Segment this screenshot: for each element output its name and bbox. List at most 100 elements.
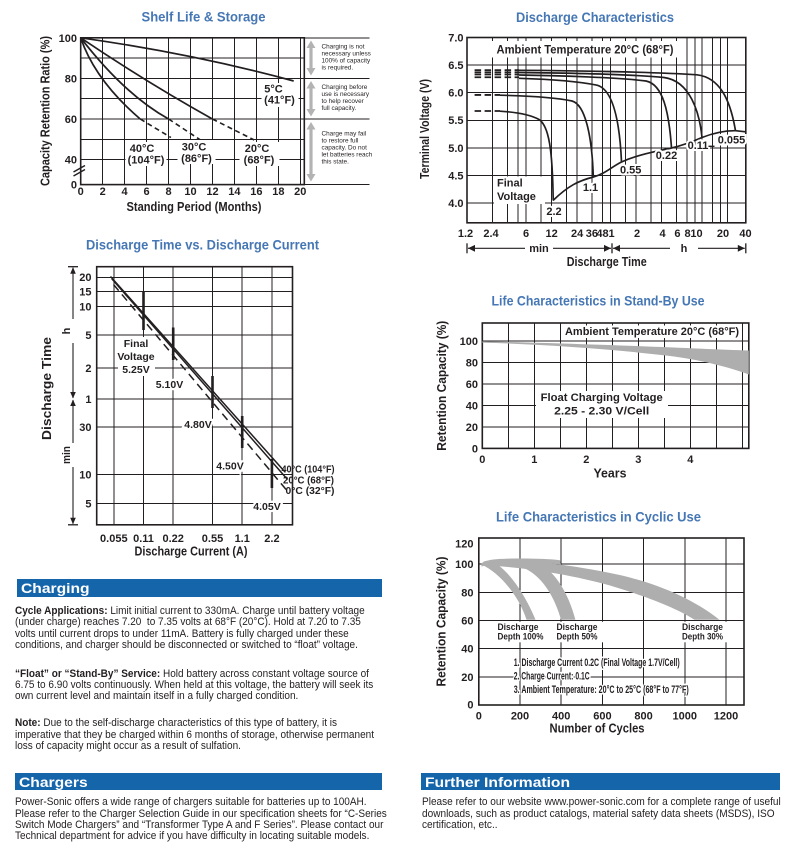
svg-text:10: 10 (184, 186, 196, 198)
svg-text:4: 4 (687, 454, 694, 466)
svg-text:Discharge Current (A): Discharge Current (A) (135, 545, 248, 559)
svg-text:Ambient Temperature 20°C (68°F: Ambient Temperature 20°C (68°F) (497, 45, 674, 57)
svg-text:1: 1 (531, 454, 537, 466)
svg-text:0.11: 0.11 (688, 140, 709, 152)
svg-text:36: 36 (586, 228, 598, 240)
svg-text:40: 40 (466, 401, 478, 413)
svg-text:120: 120 (455, 539, 473, 551)
svg-text:800: 800 (634, 711, 652, 723)
svg-text:6: 6 (523, 228, 529, 240)
svg-text:2.4: 2.4 (483, 228, 499, 240)
svg-text:0: 0 (472, 443, 478, 455)
svg-text:40: 40 (461, 644, 473, 656)
svg-text:to restore full: to restore full (322, 138, 359, 145)
svg-text:necessary unless: necessary unless (322, 51, 371, 58)
svg-text:60: 60 (461, 616, 473, 628)
svg-text:100: 100 (460, 336, 478, 348)
svg-text:use is necessary: use is necessary (322, 91, 370, 98)
svg-text:(104°F): (104°F) (128, 155, 165, 167)
svg-text:30°C: 30°C (182, 142, 207, 154)
svg-text:4: 4 (122, 186, 129, 198)
svg-text:Final: Final (497, 178, 523, 190)
svg-text:80: 80 (65, 73, 77, 85)
svg-text:Discharge Time vs. Discharge C: Discharge Time vs. Discharge Current (86, 237, 319, 253)
svg-text:20: 20 (294, 186, 306, 198)
svg-text:0: 0 (476, 711, 482, 723)
svg-text:100: 100 (59, 33, 77, 45)
svg-text:4.5: 4.5 (448, 170, 463, 182)
svg-text:full capacity.: full capacity. (322, 105, 357, 112)
svg-text:2: 2 (634, 228, 640, 240)
svg-text:min: min (61, 446, 73, 464)
svg-text:Number of Cycles: Number of Cycles (550, 722, 645, 736)
svg-text:0.055: 0.055 (718, 134, 746, 146)
svg-text:20: 20 (717, 228, 729, 240)
svg-text:80: 80 (461, 587, 473, 599)
svg-text:2. Charge Current: 0.1C: 2. Charge Current: 0.1C (514, 671, 590, 683)
svg-text:20: 20 (461, 672, 473, 684)
svg-text:2.2: 2.2 (264, 533, 279, 545)
svg-text:2: 2 (100, 186, 106, 198)
svg-text:Life Characteristics in Cyclic: Life Characteristics in Cyclic Use (496, 509, 701, 525)
svg-text:0.22: 0.22 (163, 533, 184, 545)
svg-text:4.50V: 4.50V (216, 461, 243, 473)
svg-text:2.2: 2.2 (546, 206, 561, 218)
svg-text:0: 0 (71, 180, 77, 192)
svg-text:Depth 30%: Depth 30% (682, 632, 723, 642)
svg-text:6: 6 (674, 228, 680, 240)
svg-text:15: 15 (79, 286, 91, 298)
svg-text:Depth 100%: Depth 100% (498, 632, 544, 642)
svg-text:Final: Final (124, 338, 149, 350)
svg-text:0.55: 0.55 (620, 165, 641, 177)
svg-text:let batteries reach: let batteries reach (322, 152, 373, 159)
svg-text:100: 100 (455, 559, 473, 571)
svg-text:Discharge Characteristics: Discharge Characteristics (516, 9, 674, 25)
svg-text:24: 24 (571, 228, 584, 240)
svg-text:2: 2 (85, 363, 91, 375)
svg-text:1. Discharge Current 0.2C (Fin: 1. Discharge Current 0.2C (Final Voltage… (514, 657, 680, 669)
svg-text:Shelf Life & Storage: Shelf Life & Storage (142, 9, 266, 25)
svg-text:10: 10 (690, 228, 702, 240)
svg-text:(86°F): (86°F) (181, 153, 212, 165)
svg-text:4.05V: 4.05V (253, 501, 280, 513)
svg-text:6.5: 6.5 (448, 60, 463, 72)
svg-text:Voltage: Voltage (117, 351, 154, 363)
svg-text:5: 5 (85, 498, 91, 510)
svg-text:4.80V: 4.80V (184, 419, 211, 431)
svg-text:0.055: 0.055 (100, 533, 128, 545)
svg-text:Life Characteristics in Stand-: Life Characteristics in Stand-By Use (492, 293, 705, 309)
svg-text:0: 0 (467, 700, 473, 712)
svg-text:5.10V: 5.10V (156, 379, 183, 391)
svg-text:to help recover: to help recover (322, 98, 365, 105)
svg-text:3: 3 (635, 454, 641, 466)
svg-text:Retention Capacity (%): Retention Capacity (%) (435, 557, 449, 687)
svg-text:5.0: 5.0 (448, 143, 463, 155)
svg-text:is required.: is required. (322, 65, 354, 72)
svg-text:0.55: 0.55 (202, 533, 223, 545)
svg-text:Standing Period (Months): Standing Period (Months) (127, 200, 262, 214)
svg-text:400: 400 (552, 711, 570, 723)
svg-text:1.1: 1.1 (235, 533, 250, 545)
svg-text:4.0: 4.0 (448, 198, 463, 210)
svg-text:h: h (61, 327, 73, 334)
svg-text:1.1: 1.1 (583, 182, 598, 194)
svg-text:Charging is not: Charging is not (322, 44, 365, 51)
svg-text:Discharge Time: Discharge Time (567, 255, 647, 269)
svg-text:0.22: 0.22 (656, 150, 677, 162)
svg-text:Ambient Temperature 20°C (68°F: Ambient Temperature 20°C (68°F) (565, 326, 739, 338)
svg-text:1000: 1000 (673, 711, 697, 723)
svg-text:Float Charging Voltage: Float Charging Voltage (541, 392, 663, 404)
svg-text:16: 16 (250, 186, 262, 198)
svg-text:6: 6 (144, 186, 150, 198)
svg-text:8: 8 (165, 186, 171, 198)
svg-text:20°C (68°F): 20°C (68°F) (283, 474, 334, 486)
svg-text:1: 1 (608, 228, 614, 240)
svg-text:this state.: this state. (322, 159, 350, 166)
svg-text:1200: 1200 (714, 711, 738, 723)
svg-text:min: min (529, 243, 549, 255)
svg-text:Discharge: Discharge (682, 622, 723, 632)
svg-text:10: 10 (79, 301, 91, 313)
svg-text:48: 48 (596, 228, 608, 240)
svg-text:6.0: 6.0 (448, 88, 463, 100)
svg-text:2.25 - 2.30 V/Cell: 2.25 - 2.30 V/Cell (554, 406, 649, 418)
